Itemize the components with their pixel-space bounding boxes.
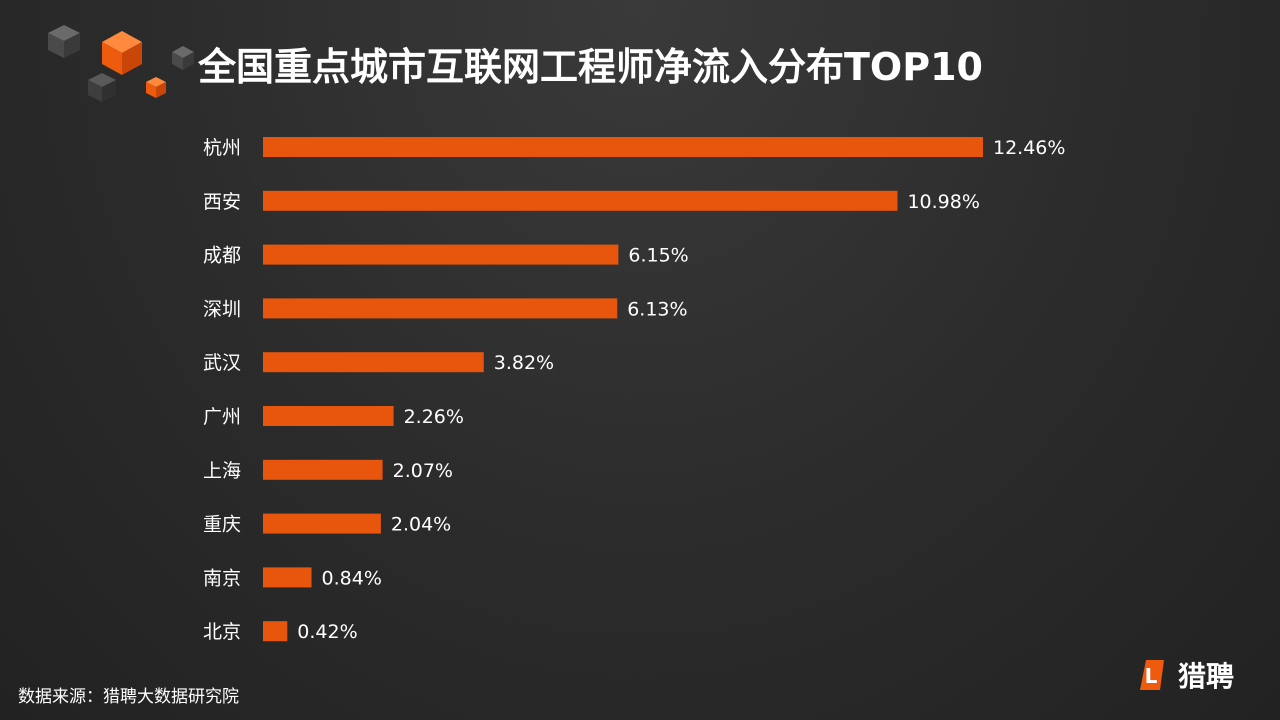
gray-cube-icon	[88, 73, 116, 102]
svg-text:L: L	[1145, 664, 1158, 688]
bar	[263, 298, 618, 319]
brand-logo: L 猎聘	[1136, 655, 1234, 695]
value-label: 6.13%	[627, 298, 687, 320]
data-source-note: 数据来源：猎聘大数据研究院	[18, 687, 239, 707]
value-label: 2.26%	[404, 406, 464, 428]
category-label: 深圳	[203, 298, 241, 320]
bar	[263, 137, 983, 157]
liepin-logo-icon: L	[1140, 660, 1164, 690]
bar	[263, 244, 619, 265]
page-title: 全国重点城市互联网工程师净流入分布TOP10	[198, 45, 983, 89]
value-label: 12.46%	[993, 137, 1065, 159]
brand-name: 猎聘	[1178, 660, 1235, 693]
value-label: 10.98%	[907, 191, 979, 213]
category-label: 南京	[203, 567, 241, 589]
bar	[263, 513, 381, 534]
orange-cube-icon	[146, 77, 166, 98]
gray-cube-icon	[172, 46, 194, 70]
value-label: 3.82%	[494, 352, 554, 374]
bar	[263, 567, 312, 588]
category-label: 广州	[203, 406, 241, 428]
category-label: 西安	[203, 191, 241, 213]
value-label: 2.04%	[391, 514, 451, 536]
value-label: 6.15%	[628, 245, 688, 267]
category-label: 成都	[203, 245, 241, 267]
value-label: 0.42%	[297, 621, 357, 643]
gray-cube-icon	[48, 25, 80, 58]
category-label: 杭州	[203, 137, 241, 159]
category-label: 北京	[203, 621, 241, 643]
bar	[263, 352, 484, 373]
value-label: 0.84%	[322, 567, 382, 589]
bar	[263, 190, 898, 211]
bar	[263, 406, 394, 426]
value-label: 2.07%	[393, 460, 453, 482]
bar	[263, 459, 383, 480]
category-label: 重庆	[203, 514, 241, 536]
bar	[263, 621, 288, 642]
orange-cube-icon	[102, 31, 142, 75]
category-label: 上海	[203, 460, 241, 482]
decorative-cubes	[48, 25, 194, 102]
category-label: 武汉	[203, 352, 241, 374]
